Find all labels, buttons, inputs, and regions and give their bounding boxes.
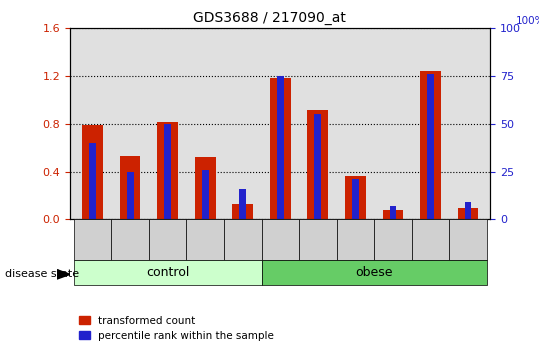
Bar: [336, 219, 374, 260]
Bar: [352, 179, 359, 219]
Bar: [420, 72, 441, 219]
Bar: [427, 74, 434, 219]
Bar: [74, 219, 112, 260]
Bar: [412, 219, 449, 260]
Bar: [127, 172, 134, 219]
Bar: [164, 124, 171, 219]
Bar: [458, 207, 478, 219]
Bar: [82, 125, 103, 219]
Bar: [314, 114, 321, 219]
Bar: [149, 219, 186, 260]
Text: GDS3688 / 217090_at: GDS3688 / 217090_at: [193, 11, 346, 25]
Bar: [449, 219, 487, 260]
Bar: [202, 170, 209, 219]
Bar: [299, 219, 336, 260]
Bar: [270, 79, 291, 219]
Bar: [157, 121, 178, 219]
Polygon shape: [57, 269, 70, 279]
Bar: [261, 260, 487, 285]
Text: control: control: [146, 266, 189, 279]
Bar: [374, 219, 412, 260]
Bar: [195, 157, 216, 219]
Text: disease state: disease state: [5, 269, 80, 279]
Bar: [277, 76, 284, 219]
Bar: [261, 219, 299, 260]
Bar: [232, 204, 253, 219]
Bar: [74, 260, 261, 285]
Legend: transformed count, percentile rank within the sample: transformed count, percentile rank withi…: [75, 312, 278, 345]
Bar: [345, 176, 365, 219]
Bar: [307, 110, 328, 219]
Bar: [239, 189, 246, 219]
Bar: [186, 219, 224, 260]
Bar: [89, 143, 96, 219]
Bar: [224, 219, 261, 260]
Bar: [383, 210, 403, 219]
Bar: [112, 219, 149, 260]
Text: 100%: 100%: [516, 16, 539, 27]
Bar: [120, 156, 141, 219]
Bar: [390, 206, 396, 219]
Text: obese: obese: [355, 266, 393, 279]
Bar: [465, 202, 471, 219]
